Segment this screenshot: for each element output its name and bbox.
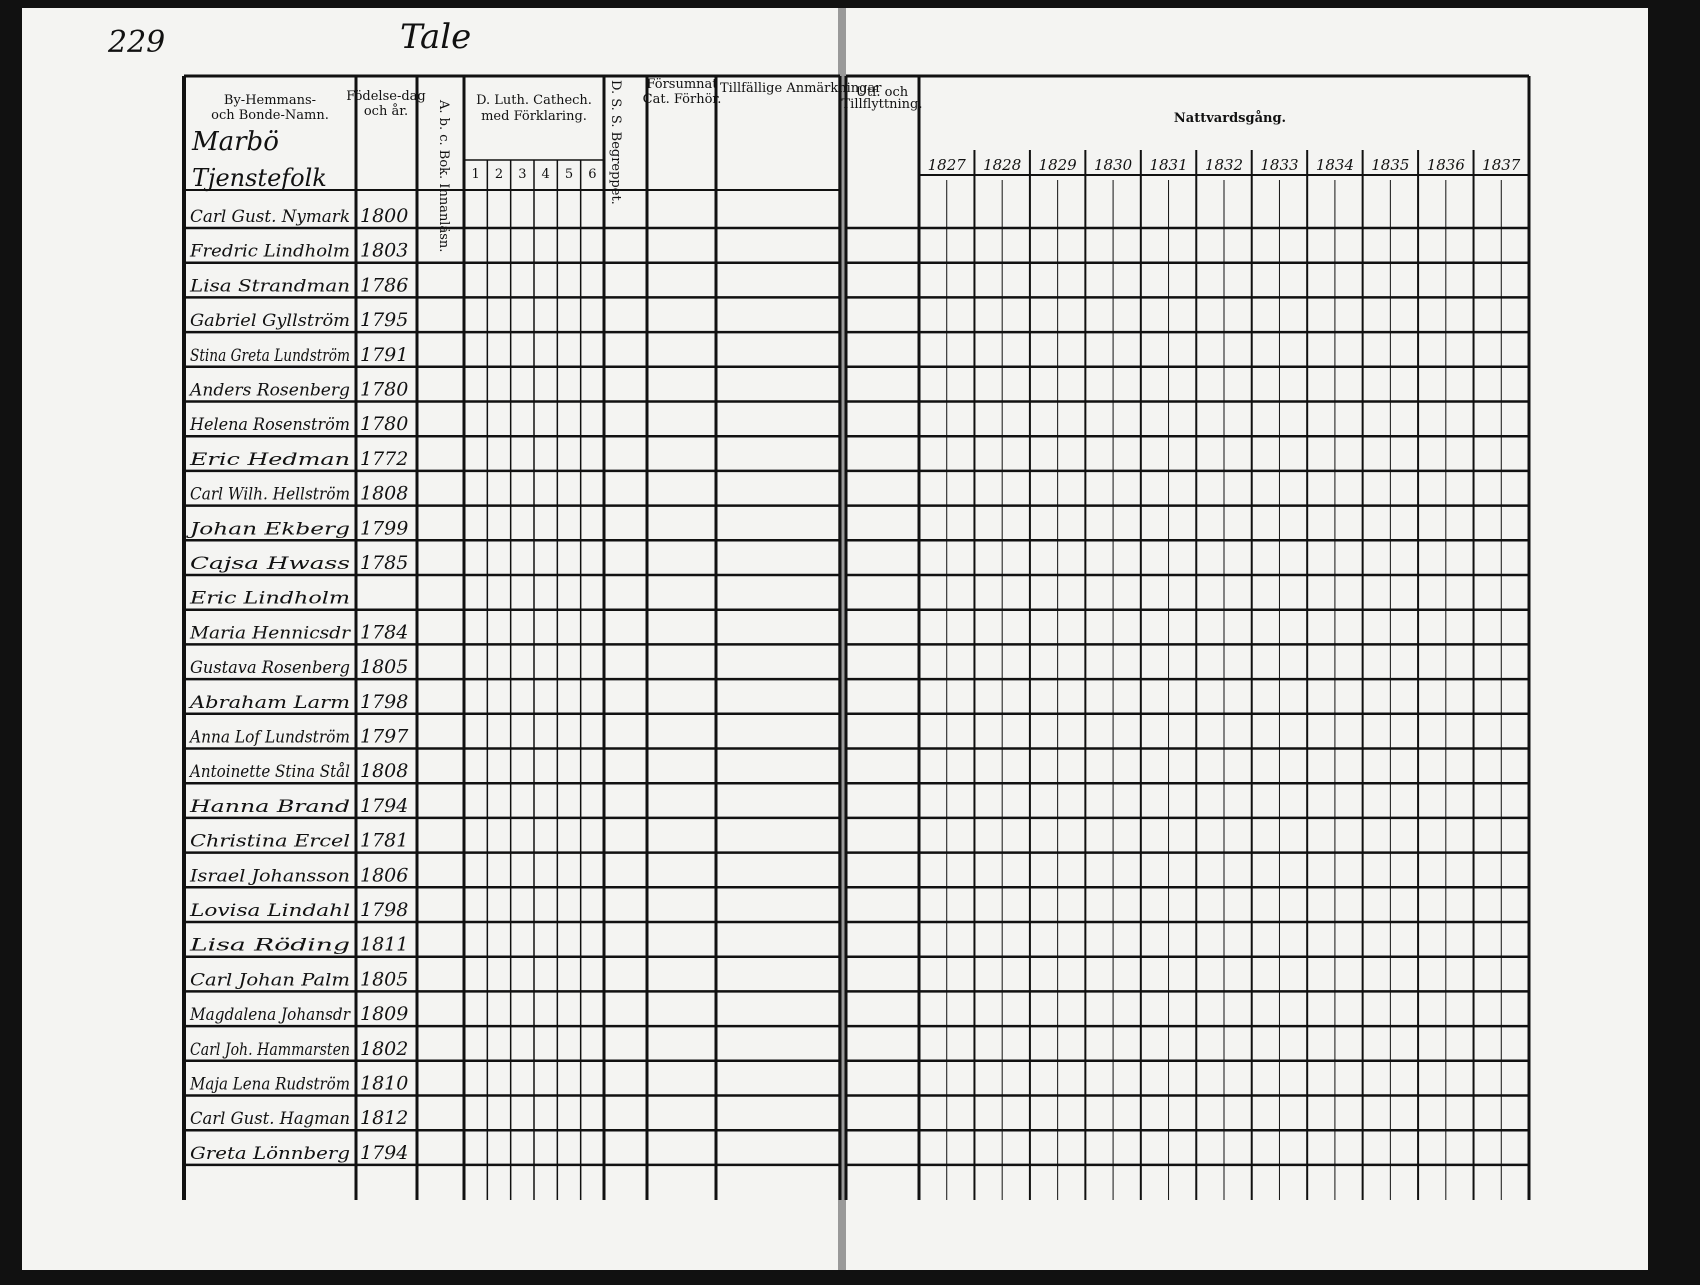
person-name: Magdalena Johansdr — [189, 1005, 351, 1025]
birth-year: 1794 — [360, 795, 408, 817]
cathech-part: 4 — [542, 167, 550, 182]
person-name: Johan Ekberg — [186, 519, 350, 539]
birth-year: 1812 — [360, 1107, 408, 1129]
year: 1829 — [1039, 156, 1078, 174]
year: 1832 — [1205, 156, 1243, 174]
person-name: Carl Joh. Hammarsten — [190, 1040, 350, 1060]
person-name: Greta Lönnberg — [190, 1144, 350, 1164]
person-name: Anna Lof Lundström — [188, 728, 350, 748]
person-name: Eric Hedman — [189, 450, 350, 470]
person-name: Israel Johansson — [189, 866, 350, 886]
person-name: Carl Gust. Hagman — [190, 1109, 350, 1129]
person-name: Carl Gust. Nymark — [190, 207, 350, 227]
birth-year: 1795 — [360, 309, 408, 331]
birth-year: 1811 — [360, 934, 408, 956]
person-name: Gustava Rosenberg — [190, 658, 350, 678]
birth-year: 1794 — [360, 1142, 408, 1164]
cathech-part: 3 — [518, 167, 526, 182]
person-name: Abraham Larm — [188, 693, 350, 713]
person-name: Lisa Strandman — [189, 276, 350, 296]
birth-year: 1803 — [360, 240, 408, 262]
person-name: Eric Lindholm — [189, 589, 350, 609]
birth-year: 1798 — [360, 899, 408, 921]
year: 1836 — [1427, 156, 1466, 174]
col-communion: Nattvardsgång. — [1174, 110, 1286, 126]
birth-year: 1808 — [360, 483, 408, 505]
person-name: Hanna Brand — [189, 797, 351, 817]
col-remarks: Tillfällige Anmärkningar — [720, 81, 882, 96]
person-name: Helena Rosenström — [189, 415, 350, 435]
birth-year: 1780 — [360, 379, 408, 401]
birth-year: 1808 — [360, 760, 408, 782]
year: 1835 — [1371, 156, 1409, 174]
person-name: Maja Lena Rudström — [189, 1075, 350, 1095]
birth-year: 1800 — [360, 205, 408, 227]
farm: Marbö — [191, 127, 279, 157]
person-name: Antoinette Stina Stål — [188, 762, 350, 782]
village: Tale — [400, 17, 471, 57]
birth-year: 1810 — [360, 1073, 408, 1095]
cathech-part: 5 — [565, 167, 573, 182]
cathech-part: 2 — [495, 167, 503, 182]
birth-year: 1772 — [360, 448, 408, 470]
birth-year: 1786 — [360, 274, 408, 296]
year: 1827 — [928, 156, 967, 174]
birth-year: 1781 — [360, 830, 408, 852]
birth-year: 1785 — [360, 552, 408, 574]
birth-year: 1791 — [360, 344, 408, 366]
col-cathech: D. Luth. Cathech. med Förklaring. — [476, 93, 592, 124]
birth-year: 1805 — [360, 968, 408, 990]
year: 1833 — [1260, 156, 1298, 174]
page-number: 229 — [107, 25, 165, 60]
birth-year: 1805 — [360, 656, 408, 678]
person-name: Stina Greta Lundström — [190, 346, 350, 366]
person-name: Carl Johan Palm — [190, 970, 350, 990]
col-abc: A. b. c. Bok. Innanläsn. — [436, 99, 451, 252]
col-missed: Försumnat Cat. Förhör. — [643, 77, 722, 107]
col-born: Födelse-dag och år. — [346, 89, 425, 119]
birth-year: 1780 — [360, 413, 408, 435]
person-name: Anders Rosenberg — [188, 381, 350, 401]
birth-year: 1784 — [360, 621, 408, 643]
birth-year: 1797 — [360, 726, 409, 748]
person-name: Lovisa Lindahl — [189, 901, 350, 921]
birth-year: 1798 — [360, 691, 408, 713]
person-name: Lisa Röding — [188, 936, 350, 956]
section: Tjenstefolk — [192, 164, 327, 192]
col-dss: D. S. S. Begreppet. — [608, 80, 623, 205]
year: 1831 — [1149, 156, 1187, 174]
person-name: Fredric Lindholm — [189, 242, 350, 262]
person-name: Gabriel Gyllström — [190, 311, 350, 331]
person-name: Carl Wilh. Hellström — [190, 485, 350, 505]
cathech-part: 1 — [472, 167, 480, 182]
year: 1837 — [1482, 156, 1521, 174]
cathech-part: 6 — [588, 167, 596, 182]
col-name: By-Hemmans-och Bonde-Namn. — [211, 93, 329, 123]
birth-year: 1799 — [360, 517, 408, 539]
year: 1828 — [983, 156, 1021, 174]
person-name: Maria Hennicsdr — [189, 623, 351, 643]
year: 1830 — [1094, 156, 1133, 174]
person-name: Christina Ercel — [190, 832, 350, 852]
birth-year: 1806 — [360, 864, 408, 886]
birth-year: 1802 — [360, 1038, 408, 1060]
gutter — [838, 8, 846, 1270]
year: 1834 — [1316, 156, 1354, 174]
person-name: Cajsa Hwass — [190, 554, 350, 574]
birth-year: 1809 — [360, 1003, 408, 1025]
col-moving: Utf. och Tillflyttning. — [842, 85, 923, 112]
